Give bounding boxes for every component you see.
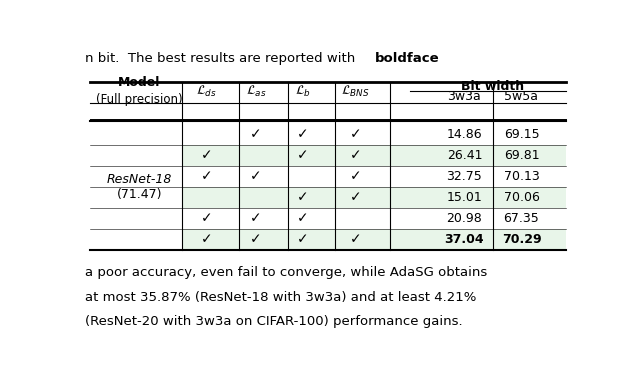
Text: 15.01: 15.01	[447, 191, 483, 204]
Text: ✓: ✓	[250, 211, 262, 225]
Text: (ResNet-20 with 3w3a on CIFAR-100) performance gains.: (ResNet-20 with 3w3a on CIFAR-100) perfo…	[85, 315, 463, 328]
Text: 69.15: 69.15	[504, 128, 540, 141]
Text: ✓: ✓	[298, 211, 309, 225]
Text: 70.13: 70.13	[504, 170, 540, 183]
Text: ✓: ✓	[298, 127, 309, 141]
Bar	[182, 229, 566, 250]
Text: 69.81: 69.81	[504, 149, 540, 162]
Text: 32.75: 32.75	[447, 170, 483, 183]
Text: (Full precision): (Full precision)	[96, 93, 183, 106]
Text: ✓: ✓	[201, 169, 212, 183]
Text: .: .	[409, 52, 413, 66]
Text: ✓: ✓	[349, 232, 361, 247]
Text: ✓: ✓	[250, 169, 262, 183]
Text: 26.41: 26.41	[447, 149, 482, 162]
Text: $\mathcal{L}_{b}$: $\mathcal{L}_{b}$	[295, 83, 311, 98]
Text: $\mathcal{L}_{as}$: $\mathcal{L}_{as}$	[246, 83, 266, 98]
Text: ✓: ✓	[298, 232, 309, 247]
Text: ✓: ✓	[298, 148, 309, 162]
Bar	[182, 187, 566, 208]
Text: ✓: ✓	[201, 232, 212, 247]
Text: ✓: ✓	[349, 169, 361, 183]
Text: 14.86: 14.86	[447, 128, 482, 141]
Text: Model: Model	[118, 76, 161, 89]
Text: 67.35: 67.35	[504, 212, 540, 225]
Text: ✓: ✓	[349, 190, 361, 204]
Text: (71.47): (71.47)	[116, 187, 163, 201]
Text: ✓: ✓	[250, 127, 262, 141]
Text: 20.98: 20.98	[447, 212, 483, 225]
Text: 5w5a: 5w5a	[504, 90, 538, 103]
Text: $\mathcal{L}_{BNS}$: $\mathcal{L}_{BNS}$	[341, 83, 369, 98]
Text: Bit width: Bit width	[461, 80, 525, 93]
Text: ✓: ✓	[298, 190, 309, 204]
Text: 37.04: 37.04	[445, 233, 484, 246]
Text: n bit.  The best results are reported with: n bit. The best results are reported wit…	[85, 52, 360, 66]
Text: ✓: ✓	[349, 127, 361, 141]
Bar	[182, 145, 566, 166]
Text: ✓: ✓	[349, 148, 361, 162]
Text: ResNet-18: ResNet-18	[107, 173, 172, 186]
Text: a poor accuracy, even fail to converge, while AdaSG obtains: a poor accuracy, even fail to converge, …	[85, 266, 487, 279]
Text: ✓: ✓	[250, 232, 262, 247]
Text: ✓: ✓	[201, 148, 212, 162]
Text: 70.29: 70.29	[502, 233, 541, 246]
Text: $\mathcal{L}_{ds}$: $\mathcal{L}_{ds}$	[196, 83, 217, 98]
Text: ✓: ✓	[201, 211, 212, 225]
Text: at most 35.87% (ResNet-18 with 3w3a) and at least 4.21%: at most 35.87% (ResNet-18 with 3w3a) and…	[85, 291, 476, 303]
Text: boldface: boldface	[375, 52, 440, 66]
Text: 3w3a: 3w3a	[447, 90, 481, 103]
Text: 70.06: 70.06	[504, 191, 540, 204]
